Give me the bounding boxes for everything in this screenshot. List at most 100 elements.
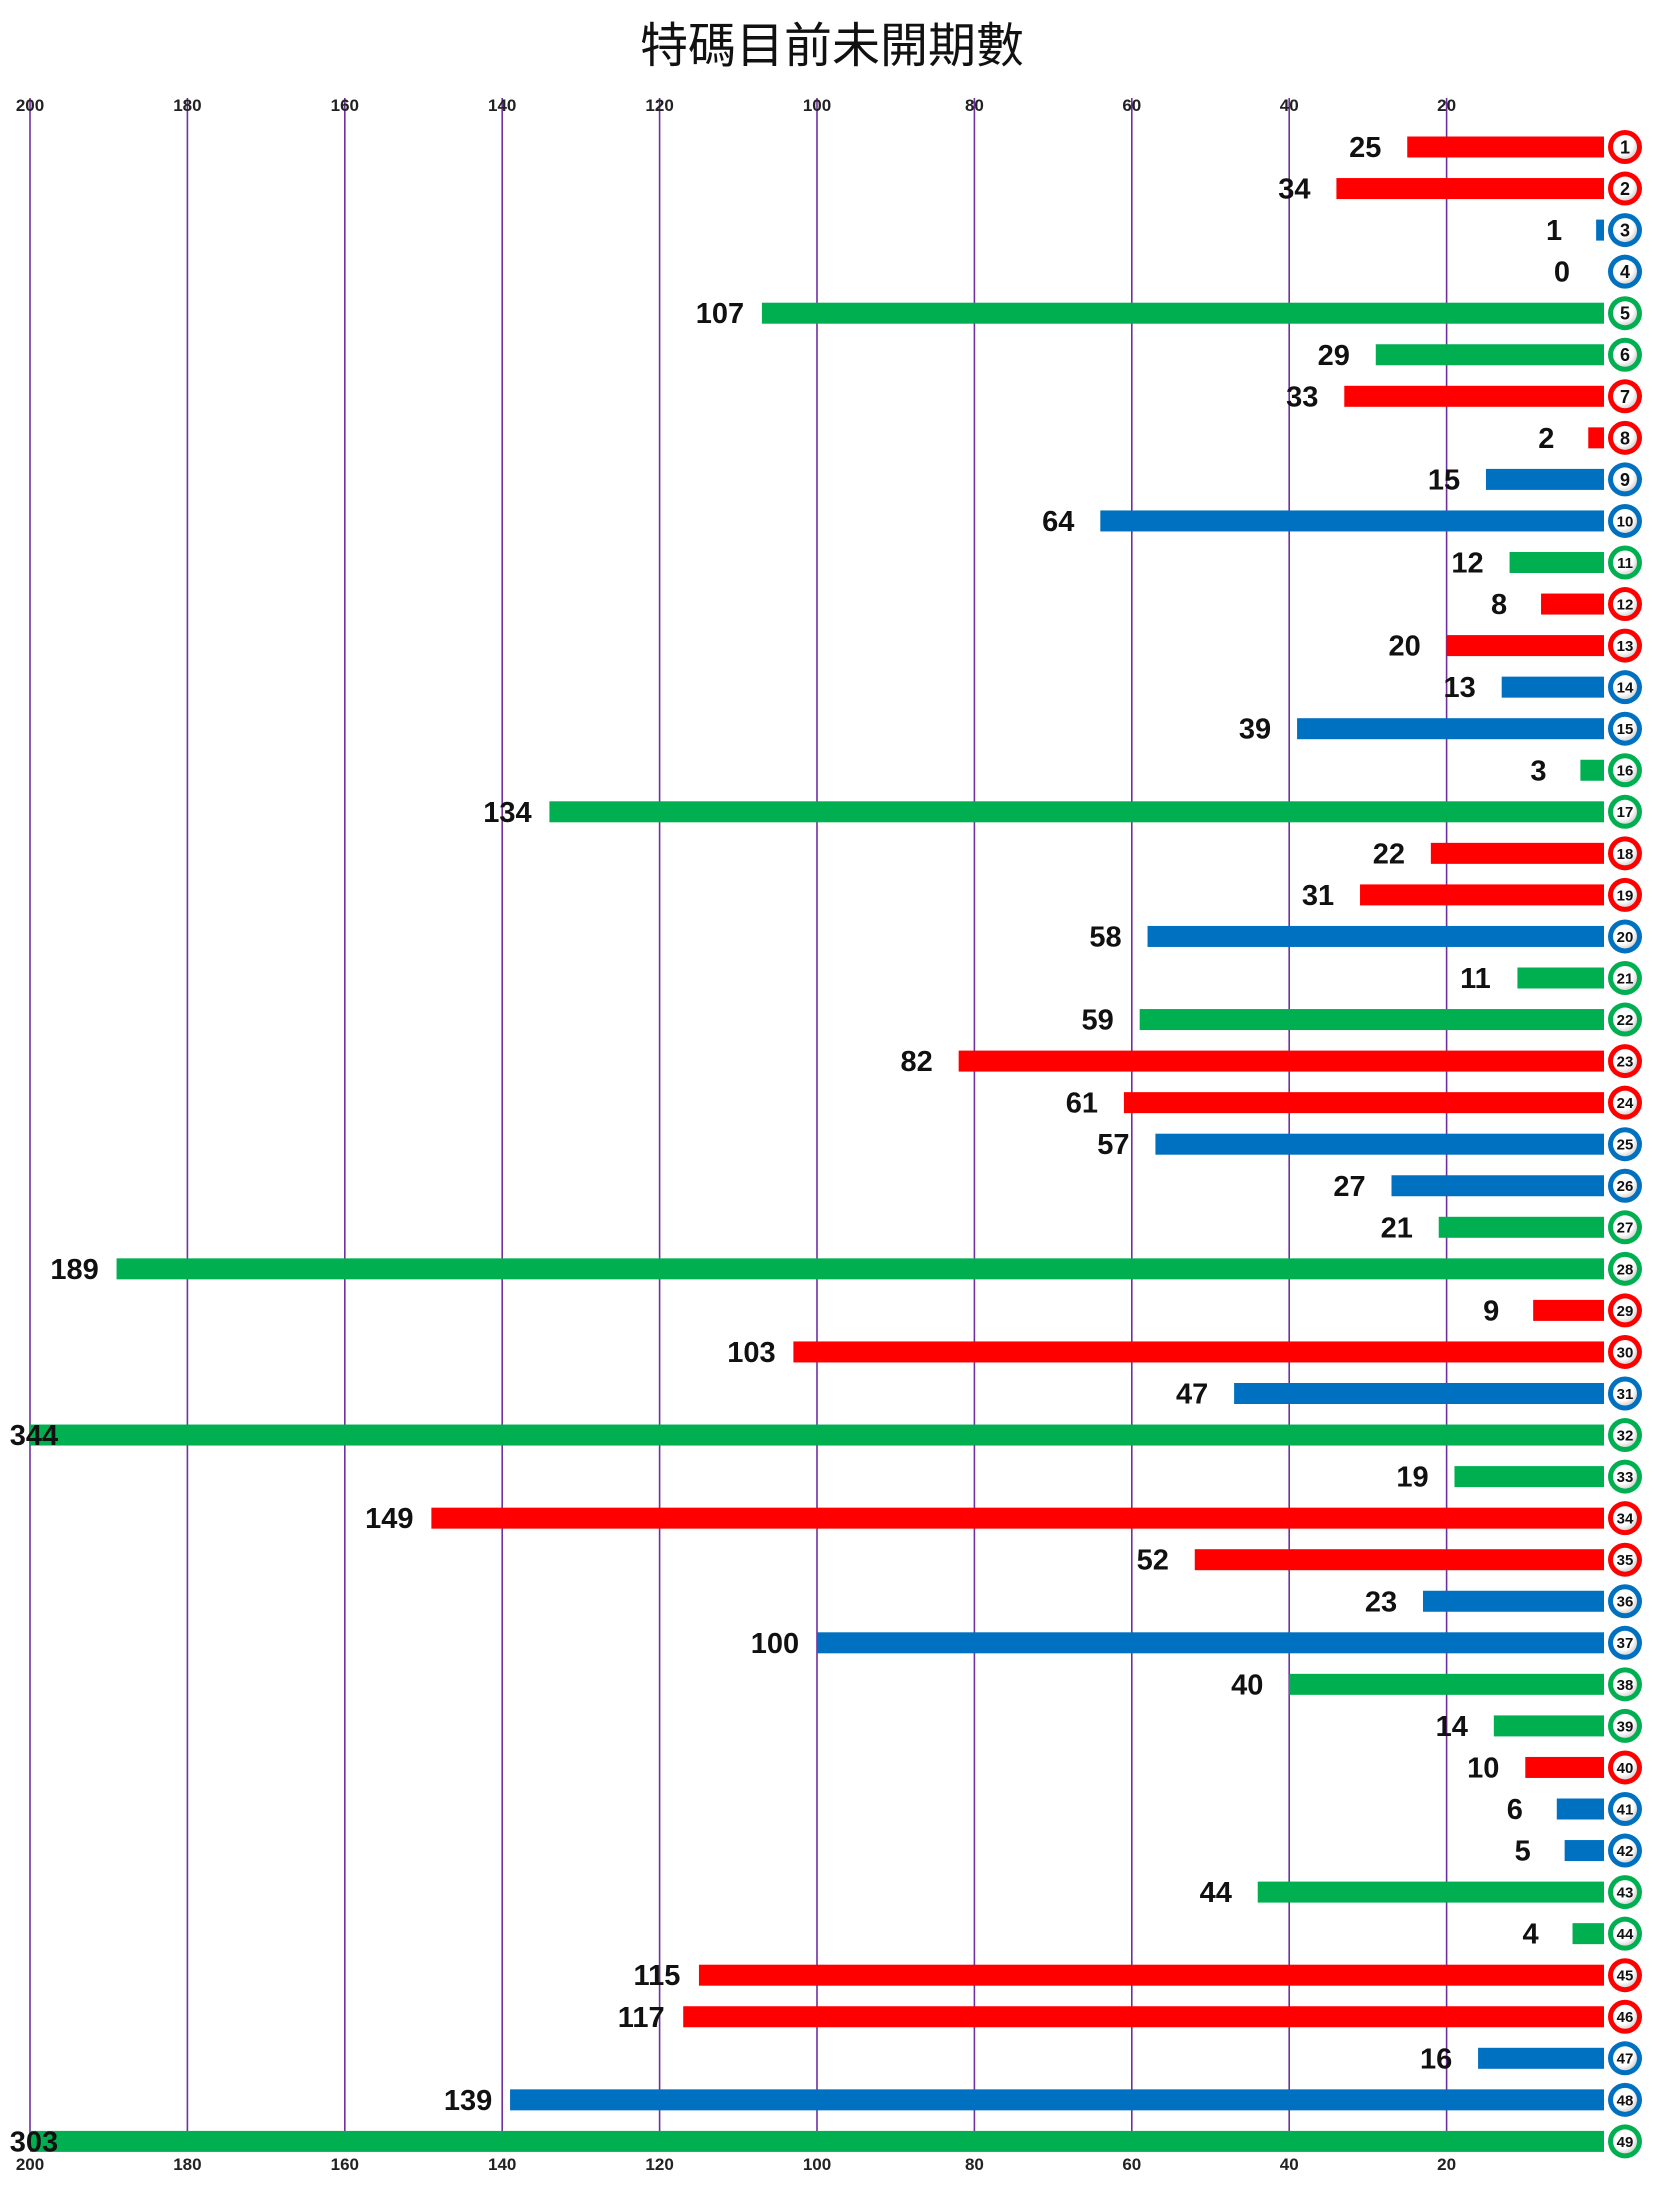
x-tick-label-top: 140: [488, 96, 516, 115]
x-tick-label-top: 120: [645, 96, 673, 115]
ball-face: [1613, 2129, 1637, 2154]
value-label: 52: [1137, 1545, 1169, 1577]
ball-face: [1613, 176, 1637, 201]
ball-number: 28: [1617, 1261, 1634, 1278]
ball-face: [1613, 135, 1637, 159]
bar: [1509, 552, 1604, 573]
bar: [1391, 1175, 1604, 1197]
number-ball: 41: [1608, 1792, 1642, 1826]
number-ball: 24: [1608, 1085, 1642, 1120]
bar: [698, 1964, 1604, 1986]
ball-number: 43: [1617, 1885, 1634, 1902]
ball-number: 24: [1617, 1095, 1634, 1112]
ball-number: 19: [1617, 887, 1634, 904]
bar: [1257, 1881, 1604, 1903]
value-label: 59: [1082, 1005, 1114, 1037]
ball-face: [1613, 2087, 1637, 2112]
ball-face: [1613, 1173, 1637, 1198]
value-label: 19: [1396, 1462, 1428, 1494]
ball-face: [1613, 301, 1637, 326]
x-axis-bottom: 200 180 160 140 120 100 80 60 40 20: [16, 2155, 1456, 2174]
bar: [1155, 1133, 1604, 1155]
grid-lines: [29, 98, 1448, 2150]
ball-face: [1613, 1381, 1637, 1406]
value-label: 117: [618, 2002, 665, 2034]
ball-number: 6: [1620, 345, 1630, 365]
bar: [1123, 1092, 1604, 1114]
ball-number: 27: [1617, 1220, 1634, 1237]
ball-face: [1613, 550, 1637, 575]
number-ball: 33: [1608, 1459, 1642, 1494]
value-label: 29: [1318, 340, 1350, 372]
ball-face: [1613, 1339, 1637, 1364]
bar: [1139, 1009, 1604, 1031]
number-ball: 26: [1608, 1168, 1642, 1203]
ball-number: 47: [1617, 2051, 1634, 2068]
value-label: 103: [727, 1337, 775, 1369]
bar: [1517, 967, 1604, 989]
value-label: 27: [1333, 1171, 1365, 1203]
x-tick-label-bottom: 140: [488, 2155, 516, 2174]
bar: [1147, 925, 1604, 947]
x-tick-label-top: 100: [803, 96, 831, 115]
number-ball: 15: [1608, 711, 1642, 746]
ball-number: 36: [1617, 1594, 1634, 1611]
ball-number: 25: [1617, 1137, 1634, 1154]
ball-number: 7: [1620, 387, 1630, 407]
bar: [116, 1258, 1605, 1280]
bar: [510, 2089, 1604, 2111]
number-ball: 34: [1608, 1501, 1642, 1536]
value-label: 5: [1515, 1836, 1531, 1868]
ball-number: 48: [1617, 2092, 1634, 2109]
bar: [1297, 718, 1604, 740]
ball-number: 37: [1617, 1635, 1634, 1652]
x-tick-label-bottom: 20: [1437, 2155, 1456, 2174]
bar: [1446, 635, 1604, 657]
ball-number: 9: [1620, 470, 1630, 490]
bar: [1572, 1923, 1604, 1945]
x-tick-label-top: 20: [1437, 96, 1456, 115]
ball-face: [1613, 841, 1637, 866]
number-ball: 43: [1608, 1875, 1642, 1910]
ball-number: 11: [1617, 555, 1633, 572]
ball-face: [1613, 592, 1637, 617]
number-ball: 38: [1608, 1667, 1642, 1702]
ball-face: [1613, 1838, 1637, 1863]
x-tick-label-top: 180: [173, 96, 201, 115]
bar: [1454, 1466, 1604, 1488]
value-label: 11: [1460, 963, 1491, 995]
bar: [1564, 1840, 1604, 1862]
value-label: 15: [1428, 464, 1460, 496]
ball-face: [1613, 1547, 1637, 1572]
ball-face: [1613, 1423, 1637, 1448]
ball-number: 31: [1617, 1386, 1634, 1403]
number-ball: 21: [1608, 961, 1642, 995]
value-label: 40: [1231, 1669, 1263, 1701]
bar: [1100, 510, 1604, 532]
ball-number: 4: [1620, 262, 1630, 282]
ball-number: 20: [1617, 929, 1634, 946]
ball-number: 5: [1620, 304, 1630, 324]
value-label: 10: [1467, 1752, 1499, 1784]
ball-number: 46: [1617, 2009, 1634, 2026]
value-label: 9: [1483, 1295, 1499, 1327]
ball-number: 41: [1617, 1801, 1634, 1818]
number-ball: 4: [1608, 254, 1642, 289]
ball-face: [1613, 924, 1637, 949]
number-ball: 17: [1608, 794, 1642, 829]
ball-face: [1613, 1797, 1637, 1821]
number-ball: 39: [1608, 1708, 1642, 1743]
ball-number: 45: [1617, 1968, 1634, 1985]
ball-number: 32: [1617, 1427, 1634, 1444]
value-label: 64: [1042, 506, 1074, 538]
ball-face: [1613, 1672, 1637, 1697]
ball-number: 23: [1617, 1054, 1634, 1071]
number-ball: 29: [1608, 1293, 1642, 1328]
ball-face: [1613, 1506, 1637, 1531]
ball-number: 8: [1620, 428, 1630, 448]
number-ball: 6: [1608, 337, 1642, 372]
ball-number: 29: [1617, 1303, 1634, 1320]
value-label: 149: [365, 1503, 413, 1535]
number-ball: 23: [1608, 1044, 1642, 1079]
